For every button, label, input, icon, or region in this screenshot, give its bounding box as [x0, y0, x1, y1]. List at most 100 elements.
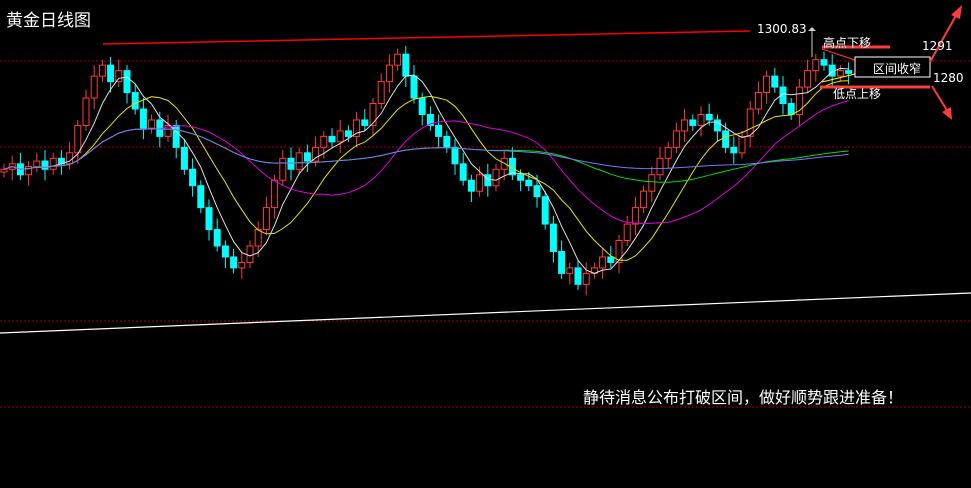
candle-body [287, 157, 295, 170]
candle-body [771, 75, 779, 88]
candle-body [148, 119, 156, 129]
candle-body [435, 124, 443, 137]
candle [738, 130, 746, 159]
up-arrow-line [929, 11, 959, 63]
candle-body [787, 103, 795, 115]
candle [0, 163, 8, 178]
candle [57, 150, 65, 175]
candle [189, 158, 197, 197]
candle [33, 152, 41, 173]
commentary-note: 静待消息公布打破区间，做好顺势跟进准备！ [583, 388, 904, 407]
ma10-line [3, 80, 849, 261]
candle [262, 196, 270, 236]
converging-lower [821, 73, 856, 83]
down-arrow-line [931, 85, 949, 113]
candle-body [49, 157, 57, 170]
candle-body [369, 103, 377, 126]
candle-body [795, 86, 803, 115]
candle-body [722, 130, 730, 148]
candle-body [197, 185, 205, 209]
candle-body [574, 267, 582, 285]
candle-body [533, 185, 541, 198]
candle-body [582, 272, 590, 285]
candle-body [385, 64, 393, 83]
candle [197, 180, 205, 214]
candle-body [763, 75, 771, 94]
candle-body [484, 174, 492, 187]
candle [754, 81, 762, 115]
candle [484, 163, 492, 197]
candle [820, 51, 828, 71]
candle-body [262, 207, 270, 231]
candle-body [525, 179, 533, 187]
highs-lower-label: 高点下移 [823, 36, 872, 50]
candle-body [131, 92, 139, 110]
candle-body [336, 130, 344, 143]
candle [549, 215, 557, 263]
candle-body [631, 207, 639, 225]
candle [353, 111, 361, 148]
candle-body [254, 229, 262, 247]
candle [131, 84, 139, 115]
candle-body [558, 250, 566, 274]
candle [418, 92, 426, 126]
candle-body [615, 240, 623, 263]
candle [164, 114, 172, 142]
candle-body [320, 135, 328, 148]
candle [115, 59, 123, 88]
candle [49, 152, 57, 175]
candle [787, 98, 795, 120]
candle [8, 155, 16, 181]
candle-body [713, 119, 721, 132]
candle-body [623, 223, 631, 242]
candle-body [730, 146, 738, 154]
candle-body [221, 245, 229, 258]
candle [254, 221, 262, 257]
candle-body [836, 70, 844, 77]
candle [492, 163, 500, 192]
candle [451, 139, 459, 175]
candle-body [361, 119, 369, 126]
candle [672, 122, 680, 153]
candle [697, 106, 705, 137]
candle-body [656, 157, 664, 176]
candle-body [0, 168, 8, 173]
candle-body [213, 229, 221, 247]
candle [221, 240, 229, 268]
candle-body [74, 124, 82, 154]
candle [328, 128, 336, 148]
candle-body [107, 64, 115, 83]
candle [287, 147, 295, 181]
lows-higher-label: 低点上移 [833, 87, 882, 101]
candle [590, 262, 598, 279]
candle-body [377, 81, 385, 105]
candle [303, 144, 311, 173]
candle-body [492, 168, 500, 187]
candle [795, 78, 803, 126]
chart-title: 黄金日线图 [6, 11, 91, 31]
candle [377, 73, 385, 109]
candle-body [549, 223, 557, 252]
candle-body [566, 267, 574, 274]
candle [107, 56, 115, 93]
candle [681, 108, 689, 142]
annotations [0, 5, 971, 334]
down-arrow-icon [942, 107, 952, 120]
lower-level-label: 1280 [933, 71, 964, 85]
candle [139, 98, 147, 140]
candle-body [180, 146, 188, 170]
upper-level-label: 1291 [922, 39, 953, 53]
candle [746, 100, 754, 148]
candle [246, 240, 254, 268]
candle [279, 150, 287, 186]
candle [648, 166, 656, 203]
candle-body [164, 124, 172, 137]
candle-body [459, 163, 467, 181]
candle [410, 65, 418, 104]
candle-body [172, 124, 180, 148]
candle-body [599, 256, 607, 269]
candle [631, 196, 639, 236]
candle [640, 185, 648, 214]
candle-body [697, 113, 705, 126]
